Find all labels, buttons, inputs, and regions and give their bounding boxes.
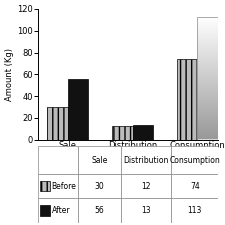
Bar [112, 126, 133, 140]
Bar [78, 198, 121, 223]
Text: Before: Before [52, 182, 77, 191]
Bar [40, 181, 50, 191]
Bar [171, 174, 218, 198]
Text: Distribution: Distribution [124, 155, 169, 164]
Bar [78, 174, 121, 198]
Bar [171, 146, 218, 174]
Text: 113: 113 [188, 206, 202, 215]
Bar [68, 79, 88, 140]
Text: 12: 12 [142, 182, 151, 191]
Bar [47, 107, 68, 140]
Text: After: After [52, 206, 70, 215]
Text: 74: 74 [190, 182, 200, 191]
Bar [133, 125, 153, 140]
Text: Consumption: Consumption [169, 155, 220, 164]
Text: 30: 30 [94, 182, 104, 191]
Text: 56: 56 [94, 206, 104, 215]
Text: Sale: Sale [91, 155, 108, 164]
Bar [78, 146, 121, 174]
Y-axis label: Amount (Kg): Amount (Kg) [5, 48, 14, 101]
Bar [171, 198, 218, 223]
Bar [121, 146, 171, 174]
Bar [121, 174, 171, 198]
Bar [198, 17, 218, 140]
Bar [177, 59, 198, 140]
Text: 13: 13 [142, 206, 151, 215]
Bar [40, 205, 50, 216]
Bar [38, 174, 78, 198]
Bar [38, 198, 78, 223]
Bar [121, 198, 171, 223]
Bar [198, 17, 218, 140]
Bar [38, 146, 78, 174]
